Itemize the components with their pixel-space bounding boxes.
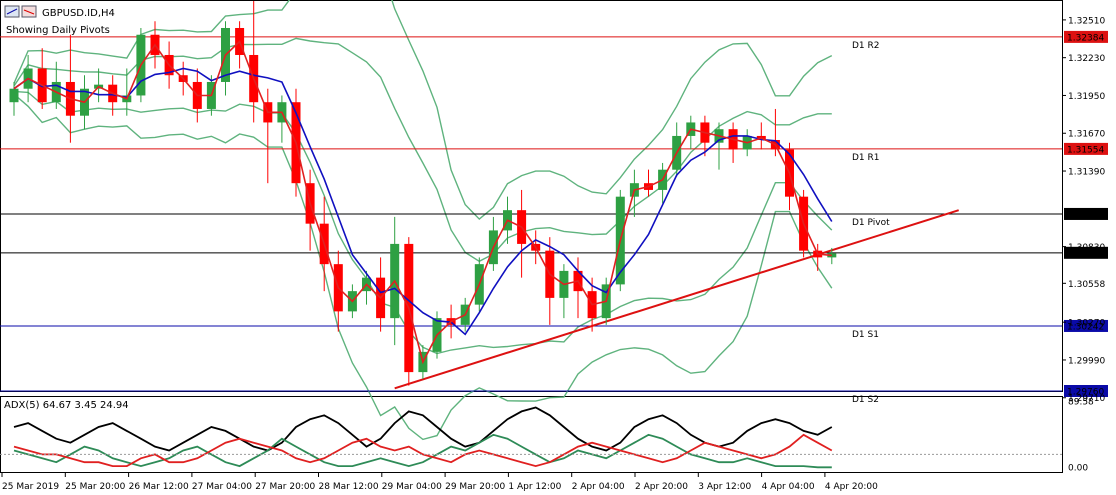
bollinger-bands <box>13 0 833 441</box>
ytick-label-3: 1.31670 <box>1068 130 1105 140</box>
adx-series-2 <box>13 433 833 468</box>
xtick-label-4: 27 Mar 20:00 <box>255 482 315 492</box>
price-tag-bg-3 <box>1064 246 1108 259</box>
slow-ma-line <box>13 67 833 336</box>
xtick-label-9: 2 Apr 04:00 <box>572 482 625 492</box>
candles <box>9 1 837 386</box>
price-tag-bg-4 <box>1064 319 1108 332</box>
xtick-label-13: 4 Apr 20:00 <box>825 482 878 492</box>
price-tag-bg-2 <box>1064 207 1108 220</box>
chart-title: GBPUSD.ID,H4 <box>42 8 115 19</box>
xtick-label-5: 28 Mar 12:00 <box>319 482 379 492</box>
time-axis: 25 Mar 2019 25 Mar 20:00 26 Mar 12:00 27 Ma… <box>1 473 878 492</box>
ytick-label-2: 1.31950 <box>1068 92 1105 102</box>
adx-ytick-label-0: 89.58 <box>1068 398 1094 408</box>
adx-indicator: 89.58 0.00 <box>0 398 1094 474</box>
xtick-label-1: 25 Mar 20:00 <box>65 482 125 492</box>
adx-plot-frame <box>0 396 1063 473</box>
price-tag-3: 1.30784 <box>1067 249 1104 259</box>
chart-subtitle: Showing Daily Pivots <box>6 25 110 36</box>
price-tag-4: 1.30242 <box>1067 322 1104 332</box>
ytick-label-1: 1.32230 <box>1068 54 1105 64</box>
xtick-label-6: 29 Mar 04:00 <box>382 482 442 492</box>
adx-series-0 <box>13 406 833 452</box>
adx-series-1 <box>13 433 832 469</box>
xtick-label-11: 3 Apr 12:00 <box>698 482 751 492</box>
pivot-name-1: D1 R1 <box>852 153 880 163</box>
candle-body-0 <box>9 88 19 103</box>
ytick-label-7: 1.30270 <box>1068 319 1105 329</box>
price-tag-bg-1 <box>1064 142 1108 155</box>
price-axis: 1.32510 1.32230 1.31950 1.31670 1.31390 1.308… <box>1062 16 1105 404</box>
xtick-label-8: 1 Apr 12:00 <box>508 482 561 492</box>
fast-ma-line <box>13 40 832 365</box>
xtick-label-10: 2 Apr 20:00 <box>635 482 688 492</box>
pivot-name-0: D1 R2 <box>852 41 880 51</box>
pivot-name-2: D1 Pivot <box>852 218 890 228</box>
pivot-labels: D1 R2 1.32384 D1 R1 1.31554 D1 Pivot 1.31072 1… <box>852 30 1108 405</box>
ytick-label-5: 1.30830 <box>1068 243 1105 253</box>
xtick-label-7: 29 Mar 20:00 <box>445 482 505 492</box>
price-tag-1: 1.31554 <box>1067 145 1104 155</box>
price-tag-5: 1.29760 <box>1067 388 1104 398</box>
chart-icon <box>21 5 37 18</box>
pivot-name-4: D1 S1 <box>852 330 879 340</box>
pivot-lines <box>0 36 1062 392</box>
adx-ytick-label-1: 0.00 <box>1068 464 1088 474</box>
adx-title: ADX(5) 64.67 3.45 24.94 <box>4 400 129 411</box>
xtick-label-12: 4 Apr 04:00 <box>762 482 815 492</box>
ytick-label-9: 1.29710 <box>1068 394 1105 404</box>
price-tag-bg-0 <box>1064 30 1108 43</box>
price-tag-0: 1.32384 <box>1067 33 1104 43</box>
xtick-label-3: 27 Mar 04:00 <box>192 482 252 492</box>
trendline <box>394 209 960 390</box>
price-tag-2: 1.31072 <box>1067 210 1104 220</box>
moving-averages <box>13 40 833 365</box>
upper-band-outer <box>13 0 833 221</box>
xtick-label-0: 25 Mar 2019 <box>2 482 59 492</box>
ytick-label-4: 1.31390 <box>1068 168 1105 178</box>
ytick-label-0: 1.32510 <box>1068 16 1105 26</box>
support-trendline <box>394 209 960 390</box>
main-plot-frame <box>0 0 1063 392</box>
ytick-label-8: 1.29990 <box>1068 356 1105 366</box>
lower-band-outer <box>13 93 833 441</box>
symbol-icon <box>4 5 20 18</box>
ytick-label-6: 1.30558 <box>1068 280 1105 290</box>
xtick-label-2: 26 Mar 12:00 <box>129 482 189 492</box>
upper-band-inner <box>13 37 832 263</box>
pivot-name-5: D1 S2 <box>852 395 879 405</box>
price-tag-bg-5 <box>1064 385 1108 397</box>
